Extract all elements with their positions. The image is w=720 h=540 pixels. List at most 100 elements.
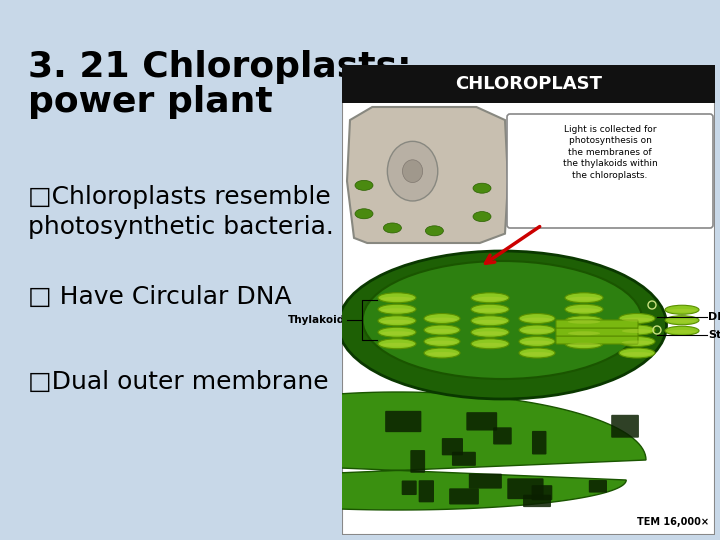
Ellipse shape: [355, 180, 373, 191]
Ellipse shape: [338, 251, 667, 399]
Ellipse shape: [471, 304, 509, 314]
FancyBboxPatch shape: [556, 320, 638, 328]
Text: □Chloroplasts resemble: □Chloroplasts resemble: [28, 185, 330, 209]
FancyBboxPatch shape: [556, 328, 638, 336]
Text: DNA: DNA: [708, 312, 720, 322]
Ellipse shape: [474, 320, 506, 324]
FancyBboxPatch shape: [532, 431, 546, 455]
Ellipse shape: [665, 305, 699, 314]
Ellipse shape: [473, 212, 491, 221]
FancyBboxPatch shape: [531, 485, 552, 500]
Ellipse shape: [522, 341, 552, 345]
Ellipse shape: [378, 316, 416, 326]
Ellipse shape: [474, 308, 506, 312]
FancyBboxPatch shape: [402, 481, 417, 495]
Ellipse shape: [565, 339, 603, 349]
Ellipse shape: [387, 141, 438, 201]
Ellipse shape: [378, 304, 416, 314]
Ellipse shape: [471, 316, 509, 326]
FancyBboxPatch shape: [508, 478, 544, 499]
FancyBboxPatch shape: [611, 415, 639, 438]
FancyBboxPatch shape: [410, 450, 425, 473]
Ellipse shape: [522, 318, 552, 321]
Polygon shape: [150, 392, 646, 510]
Ellipse shape: [381, 331, 413, 335]
Ellipse shape: [519, 325, 555, 335]
Ellipse shape: [519, 336, 555, 347]
Ellipse shape: [362, 261, 642, 379]
Ellipse shape: [667, 319, 696, 323]
Ellipse shape: [665, 316, 699, 325]
Ellipse shape: [519, 314, 555, 323]
Ellipse shape: [568, 308, 600, 312]
FancyBboxPatch shape: [442, 438, 463, 455]
Ellipse shape: [619, 314, 655, 323]
Text: TEM 16,000×: TEM 16,000×: [637, 517, 709, 527]
Ellipse shape: [381, 343, 413, 347]
Ellipse shape: [473, 183, 491, 193]
FancyBboxPatch shape: [469, 474, 502, 489]
Ellipse shape: [565, 304, 603, 314]
Text: □Dual outer membrane: □Dual outer membrane: [28, 370, 328, 394]
Ellipse shape: [471, 339, 509, 349]
Ellipse shape: [427, 341, 457, 345]
Ellipse shape: [522, 329, 552, 333]
Ellipse shape: [471, 293, 509, 303]
Text: photosynthetic bacteria.: photosynthetic bacteria.: [28, 215, 334, 239]
Ellipse shape: [424, 336, 460, 347]
Ellipse shape: [619, 336, 655, 347]
FancyBboxPatch shape: [523, 495, 551, 507]
FancyBboxPatch shape: [385, 411, 421, 432]
Text: FUNCTION: FUNCTION: [514, 117, 583, 130]
Ellipse shape: [474, 297, 506, 301]
Ellipse shape: [568, 297, 600, 301]
Ellipse shape: [665, 326, 699, 335]
Ellipse shape: [427, 329, 457, 333]
Ellipse shape: [568, 331, 600, 335]
Ellipse shape: [424, 314, 460, 323]
Ellipse shape: [381, 320, 413, 324]
Ellipse shape: [619, 348, 655, 358]
Text: Figure 3-38
What Is Life? A Guide To Biology
© 2010 W. H. Freeman and Company: Figure 3-38 What Is Life? A Guide To Bio…: [344, 477, 538, 512]
Ellipse shape: [621, 352, 652, 356]
Text: CHLOROPLAST: CHLOROPLAST: [455, 75, 602, 93]
Polygon shape: [347, 107, 508, 243]
FancyBboxPatch shape: [507, 114, 713, 228]
Ellipse shape: [619, 325, 655, 335]
FancyBboxPatch shape: [449, 488, 479, 504]
Ellipse shape: [565, 327, 603, 338]
Ellipse shape: [568, 320, 600, 324]
Ellipse shape: [378, 327, 416, 338]
Ellipse shape: [565, 316, 603, 326]
Ellipse shape: [667, 309, 696, 313]
Ellipse shape: [426, 226, 444, 236]
Ellipse shape: [424, 348, 460, 358]
Ellipse shape: [381, 308, 413, 312]
FancyBboxPatch shape: [342, 65, 715, 535]
Ellipse shape: [424, 325, 460, 335]
Ellipse shape: [474, 343, 506, 347]
Text: □ Have Circular DNA: □ Have Circular DNA: [28, 285, 292, 309]
Ellipse shape: [381, 297, 413, 301]
FancyBboxPatch shape: [452, 452, 476, 466]
Ellipse shape: [427, 318, 457, 321]
Ellipse shape: [565, 293, 603, 303]
Ellipse shape: [519, 348, 555, 358]
FancyBboxPatch shape: [589, 480, 607, 492]
Ellipse shape: [621, 318, 652, 321]
Ellipse shape: [667, 330, 696, 333]
Ellipse shape: [355, 209, 373, 219]
Ellipse shape: [383, 223, 402, 233]
Ellipse shape: [522, 352, 552, 356]
Text: Light is collected for
photosynthesis on
the membranes of
the thylakoids within
: Light is collected for photosynthesis on…: [562, 125, 657, 180]
Ellipse shape: [427, 352, 457, 356]
Text: power plant: power plant: [28, 85, 273, 119]
FancyBboxPatch shape: [493, 427, 512, 444]
Ellipse shape: [621, 341, 652, 345]
Ellipse shape: [378, 339, 416, 349]
Ellipse shape: [402, 160, 423, 183]
FancyBboxPatch shape: [342, 65, 715, 103]
FancyBboxPatch shape: [418, 480, 434, 502]
Ellipse shape: [474, 331, 506, 335]
FancyBboxPatch shape: [467, 412, 498, 430]
